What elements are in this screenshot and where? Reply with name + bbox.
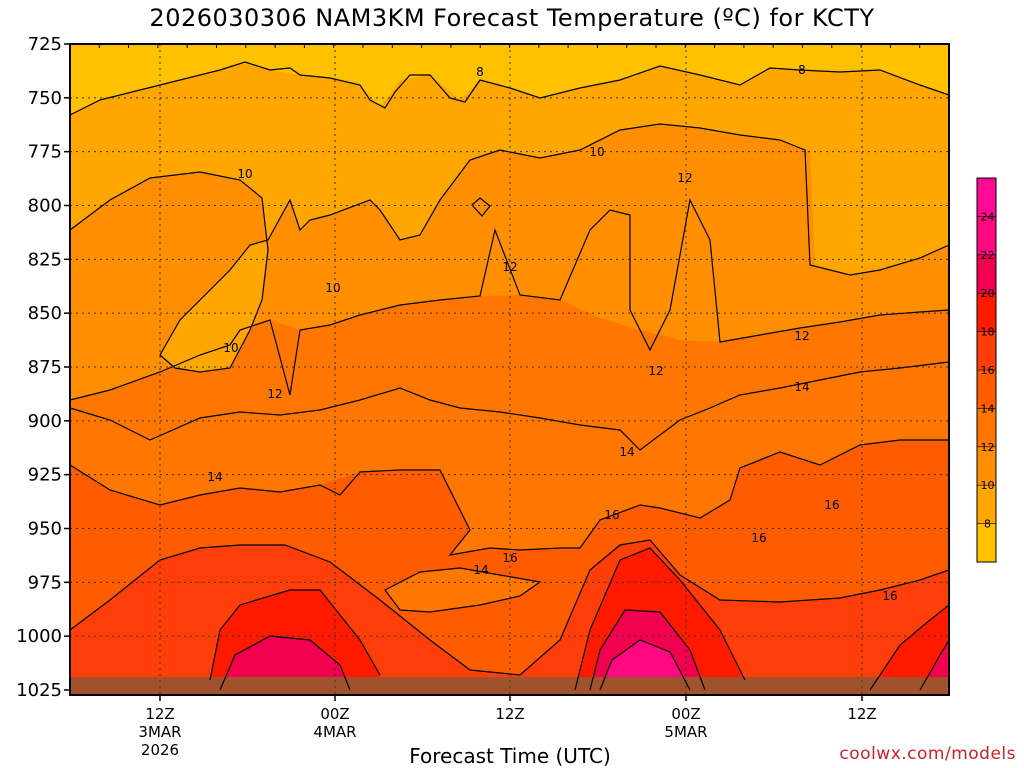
contour-label: 10 bbox=[589, 145, 604, 159]
x-tick-label: 2026 bbox=[141, 741, 179, 759]
y-tick-label: 750 bbox=[28, 88, 62, 109]
y-tick-label: 975 bbox=[28, 572, 62, 593]
y-tick-label: 1025 bbox=[16, 680, 62, 701]
contour-label: 14 bbox=[794, 380, 809, 394]
y-tick-label: 925 bbox=[28, 465, 62, 486]
contour-label: 12 bbox=[677, 171, 692, 185]
contour-label: 16 bbox=[824, 498, 839, 512]
y-tick-label: 725 bbox=[28, 34, 62, 55]
y-tick-label: 825 bbox=[28, 249, 62, 270]
contour-label: 12 bbox=[267, 387, 282, 401]
x-tick-label: 5MAR bbox=[664, 723, 707, 741]
credit-link[interactable]: coolwx.com/models bbox=[839, 744, 1016, 764]
contour-label: 10 bbox=[325, 281, 340, 295]
colorbar-label: 20 bbox=[981, 287, 995, 300]
x-axis-label: Forecast Time (UTC) bbox=[300, 744, 720, 768]
y-tick-label: 850 bbox=[28, 303, 62, 324]
y-tick-label: 875 bbox=[28, 357, 62, 378]
y-tick-label: 775 bbox=[28, 142, 62, 163]
contour-label: 16 bbox=[604, 508, 619, 522]
colorbar-label: 10 bbox=[981, 479, 995, 492]
contour-label: 14 bbox=[207, 470, 222, 484]
colorbar-label: 18 bbox=[981, 326, 995, 339]
contour-label: 12 bbox=[502, 260, 517, 274]
colorbar-label: 12 bbox=[981, 441, 995, 454]
colorbar: 8 10 12 14 16 18 20 22 24 bbox=[977, 178, 996, 563]
x-tick-label: 00Z bbox=[671, 705, 700, 723]
x-tick-label: 12Z bbox=[847, 705, 876, 723]
x-tick-label: 00Z bbox=[320, 705, 349, 723]
x-tick-label: 12Z bbox=[495, 705, 524, 723]
contour-label: 10 bbox=[237, 167, 252, 181]
y-tick-label: 1000 bbox=[16, 626, 62, 647]
contour-label: 12 bbox=[648, 364, 663, 378]
contour-label: 16 bbox=[502, 551, 517, 565]
colorbar-label: 24 bbox=[981, 210, 995, 223]
colorbar-label: 14 bbox=[981, 402, 995, 415]
x-tick-label: 12Z bbox=[145, 705, 174, 723]
contour-label: 16 bbox=[751, 531, 766, 545]
y-tick-label: 950 bbox=[28, 519, 62, 540]
x-tick-label: 3MAR bbox=[138, 723, 181, 741]
contour-label: 10 bbox=[223, 341, 238, 355]
contour-label: 8 bbox=[476, 65, 484, 79]
y-tick-label: 800 bbox=[28, 196, 62, 217]
contour-label: 16 bbox=[882, 589, 897, 603]
x-tick-label: 4MAR bbox=[313, 723, 356, 741]
contour-label: 12 bbox=[794, 329, 809, 343]
contour-label: 8 bbox=[798, 63, 806, 77]
colorbar-label: 22 bbox=[981, 249, 995, 262]
colorbar-label: 8 bbox=[984, 518, 991, 531]
colorbar-label: 16 bbox=[981, 364, 995, 377]
contour-label: 14 bbox=[473, 563, 488, 577]
y-axis-ticks: 725 750 775 800 825 850 875 900 925 950 975 1000 102… bbox=[16, 34, 70, 701]
y-tick-label: 900 bbox=[28, 411, 62, 432]
contour-label: 14 bbox=[619, 445, 634, 459]
